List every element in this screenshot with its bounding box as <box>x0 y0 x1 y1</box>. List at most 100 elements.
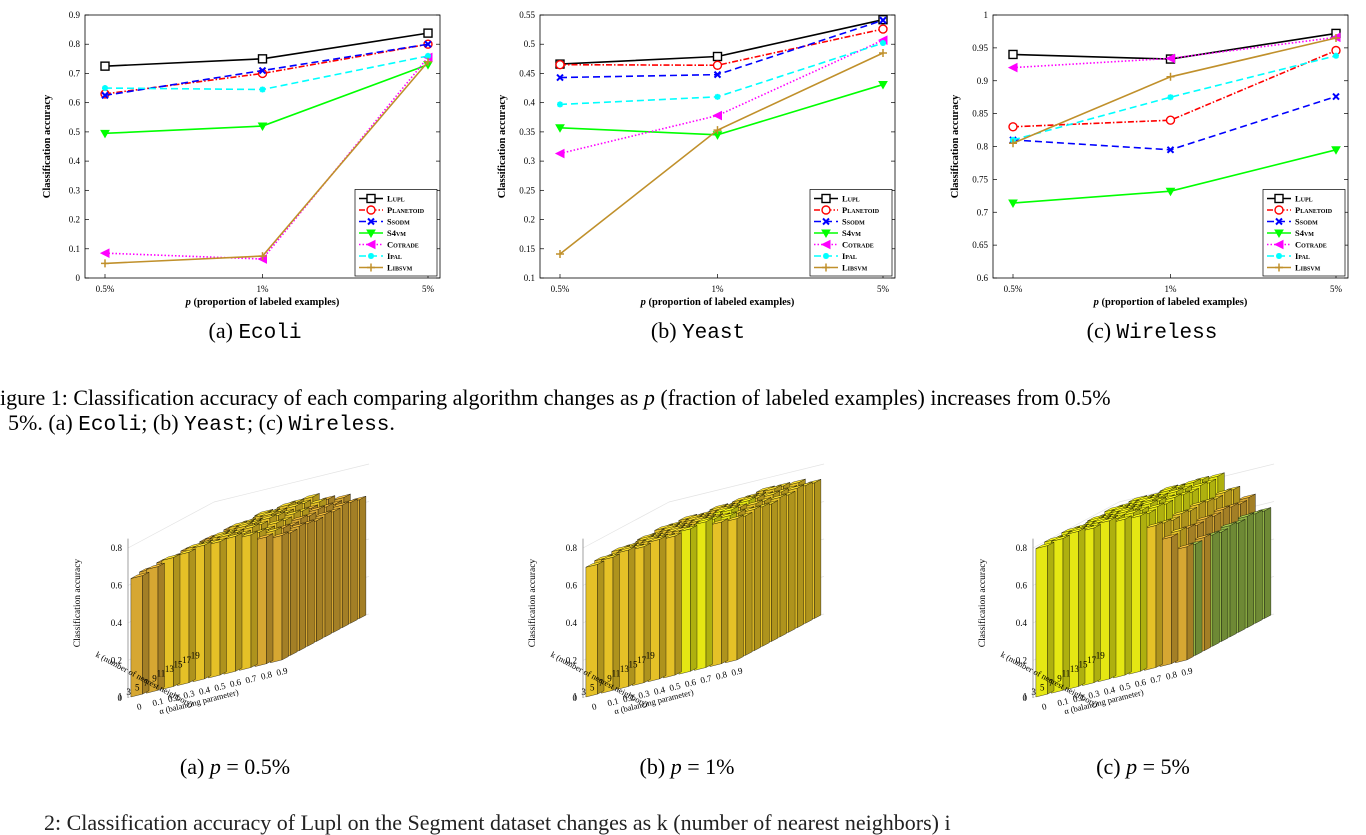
series-lupl <box>100 28 433 71</box>
z-tick-label: 0 <box>118 693 123 703</box>
bar-top-face <box>640 536 660 544</box>
bar <box>632 542 651 686</box>
y-tick-label: 0.3 <box>69 185 81 195</box>
bar <box>161 553 181 690</box>
data-point <box>424 57 432 66</box>
alpha-tick-label: 0 <box>136 701 143 712</box>
bar-top-face <box>1066 527 1086 535</box>
k-tick-label: 9 <box>152 673 157 683</box>
bar-top-face <box>282 510 301 517</box>
x-tick-label: 1% <box>257 284 270 294</box>
k-tick-label: 5 <box>1040 683 1045 693</box>
legend-label: Planetoid <box>387 205 425 215</box>
data-point <box>555 124 565 133</box>
bar <box>709 518 729 667</box>
bar-top-face <box>1121 509 1141 516</box>
bar-top-face <box>737 496 756 504</box>
data-point <box>1165 187 1176 197</box>
bar <box>1113 515 1132 679</box>
z-tick-label: 0.4 <box>1016 618 1028 628</box>
bar <box>1066 527 1086 690</box>
bar-top-face <box>216 531 236 539</box>
alpha-tick-label: 0.5 <box>213 680 227 693</box>
bar-side-face <box>359 495 367 619</box>
z-tick-label: 0 <box>573 693 578 703</box>
subcaption-p-5: (c) p = 5% <box>1096 754 1190 779</box>
bar-top-face <box>785 484 804 492</box>
bar-top-face <box>694 518 713 525</box>
legend-marker <box>821 193 831 204</box>
bar-side-face <box>1204 533 1211 651</box>
bar-side-face <box>721 518 729 664</box>
y-tick-label: 0.9 <box>69 10 81 20</box>
legend-label: Libsvm <box>842 263 868 273</box>
data-point <box>878 24 888 34</box>
alpha-tick-label: 0.5 <box>668 680 682 693</box>
y-tick-label: 0.35 <box>519 127 535 137</box>
alpha-tick-label: 0.8 <box>260 669 274 682</box>
legend-marker <box>1274 229 1284 239</box>
data-point <box>714 93 721 100</box>
k-tick-label: 15 <box>1079 660 1089 670</box>
legend-marker <box>1276 253 1282 259</box>
alpha-tick-label: 0.3 <box>637 688 651 701</box>
y-axis-label: Classification accuracy <box>950 94 961 198</box>
k-tick-label: 15 <box>629 660 639 670</box>
alpha-tick-label: 0.7 <box>699 673 713 686</box>
alpha-tick-label: 0.7 <box>1149 673 1163 686</box>
bar-side-face <box>1212 531 1220 647</box>
legend-label: Lupl <box>1295 194 1313 204</box>
bar-side-face <box>771 500 779 642</box>
subcaption-wireless: (c) Wireless <box>1086 318 1218 345</box>
data-point <box>423 28 433 38</box>
bar-top-face <box>1144 521 1163 529</box>
alpha-tick-label: 0.1 <box>1056 696 1069 708</box>
bar-top-face <box>1051 534 1070 542</box>
alpha-tick-label: 0.2 <box>1072 692 1085 704</box>
bar-top-face <box>683 515 703 523</box>
bar-top-face <box>1237 493 1256 501</box>
bar-side-face <box>1062 534 1070 691</box>
bar-top-face <box>1175 543 1194 550</box>
bar-top-face <box>708 505 727 513</box>
bar-top-face <box>732 495 751 503</box>
bar-top-face <box>1133 496 1153 504</box>
bar-top-face <box>253 511 272 518</box>
bar-side-face <box>788 491 796 633</box>
x-tick-label: 1% <box>1165 284 1178 294</box>
bar-side-face <box>805 481 813 624</box>
bar-top-face <box>289 514 308 522</box>
bar-side-face <box>324 510 332 638</box>
bar-top-face <box>1164 487 1184 495</box>
legend-label: Lupl <box>387 194 405 204</box>
data-point <box>1165 115 1176 125</box>
x-tick-label: 0.5% <box>1004 284 1023 294</box>
bar-top-face <box>1206 472 1225 480</box>
bar-top-face <box>678 514 697 521</box>
data-point <box>424 40 432 48</box>
bar-side-face <box>250 531 258 668</box>
data-point <box>1009 139 1017 148</box>
k-tick-label: 1 <box>118 692 123 702</box>
k-tick-label: 19 <box>191 650 201 660</box>
legend-marker <box>365 239 376 250</box>
alpha-tick-label: 0.4 <box>653 684 667 697</box>
k-tick-label: 7 <box>144 678 149 688</box>
bar <box>223 532 243 675</box>
data-point <box>879 48 887 57</box>
data-point <box>712 51 723 62</box>
bar-top-face <box>1170 509 1189 517</box>
alpha-tick-label: 0.3 <box>182 688 196 701</box>
legend-marker <box>1274 193 1284 204</box>
alpha-tick-label: 0.2 <box>622 692 635 704</box>
alpha-tick-label: 0.6 <box>1134 677 1148 690</box>
grid-line <box>582 501 670 549</box>
bar-top-face <box>313 510 332 518</box>
bar-top-face <box>254 533 274 540</box>
k-tick-label: 11 <box>612 669 621 679</box>
bar-top-face <box>654 523 673 531</box>
bar-top-face <box>177 548 196 556</box>
series-ipal <box>102 52 431 93</box>
bar-side-face <box>779 493 787 638</box>
bar-top-face <box>1235 512 1254 520</box>
